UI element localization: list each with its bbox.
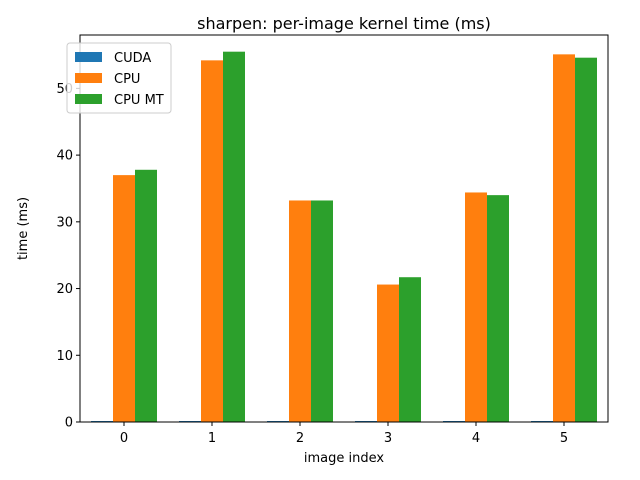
- y-tick-label: 0: [65, 416, 73, 431]
- x-tick-label: 0: [120, 431, 128, 446]
- x-axis-ticks: 0 1 2 3 4 5: [120, 422, 568, 446]
- bar-cpu-1: [201, 60, 223, 423]
- x-tick-label: 4: [472, 431, 480, 446]
- plot-frame: [79, 34, 609, 423]
- legend-label-cuda: CUDA: [114, 51, 151, 66]
- x-tick-label: 3: [384, 431, 392, 446]
- bar-cuda-0: [91, 420, 113, 422]
- bar-cpu-5: [553, 54, 575, 422]
- legend: CUDA CPU CPU MT: [66, 42, 172, 114]
- x-axis-label: image index: [304, 451, 384, 466]
- bar-cuda-2: [267, 420, 289, 422]
- bar-cpu-4: [465, 192, 487, 422]
- bar-cuda-4: [443, 420, 465, 422]
- legend-label-cpu-mt: CPU MT: [114, 93, 164, 108]
- bars-layer: [91, 51, 597, 423]
- y-tick-label: 30: [56, 215, 73, 230]
- bar-cpu-mt-0: [135, 169, 157, 422]
- y-tick-label: 20: [56, 282, 73, 297]
- x-tick-label: 2: [296, 431, 304, 446]
- y-tick-label: 40: [56, 149, 73, 164]
- legend-swatch-cuda: [75, 52, 102, 62]
- y-tick-label: 10: [56, 349, 73, 364]
- bar-cpu-mt-3: [399, 277, 421, 422]
- bar-cpu-mt-4: [487, 195, 509, 422]
- bar-cpu-mt-2: [311, 200, 333, 422]
- legend-swatch-cpu: [75, 73, 102, 83]
- legend-label-cpu: CPU: [114, 72, 140, 87]
- bar-cuda-1: [179, 420, 201, 422]
- bar-cpu-mt-1: [223, 51, 245, 423]
- bar-cpu-0: [113, 175, 135, 422]
- bar-cpu-2: [289, 200, 311, 422]
- bar-cpu-3: [377, 284, 399, 422]
- x-tick-label: 1: [208, 431, 216, 446]
- legend-swatch-cpu-mt: [75, 94, 102, 104]
- bar-cpu-mt-5: [575, 57, 597, 422]
- chart-title: sharpen: per-image kernel time (ms): [197, 14, 491, 33]
- y-axis-label: time (ms): [16, 197, 31, 260]
- bar-cuda-3: [355, 420, 377, 422]
- x-tick-label: 5: [560, 431, 568, 446]
- bar-cuda-5: [531, 420, 553, 422]
